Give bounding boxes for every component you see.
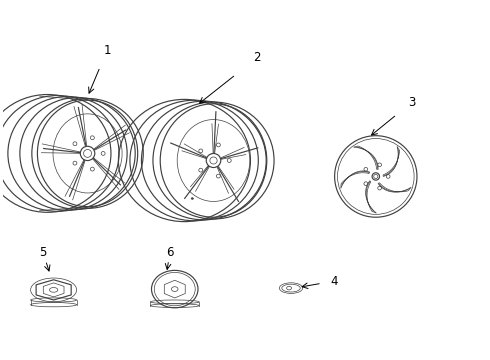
Text: 3: 3 <box>409 95 416 108</box>
Text: 4: 4 <box>331 275 339 288</box>
Text: 2: 2 <box>253 51 261 64</box>
Text: 6: 6 <box>166 246 173 259</box>
Text: 1: 1 <box>103 44 111 57</box>
Text: 5: 5 <box>39 246 47 259</box>
Circle shape <box>191 198 194 199</box>
